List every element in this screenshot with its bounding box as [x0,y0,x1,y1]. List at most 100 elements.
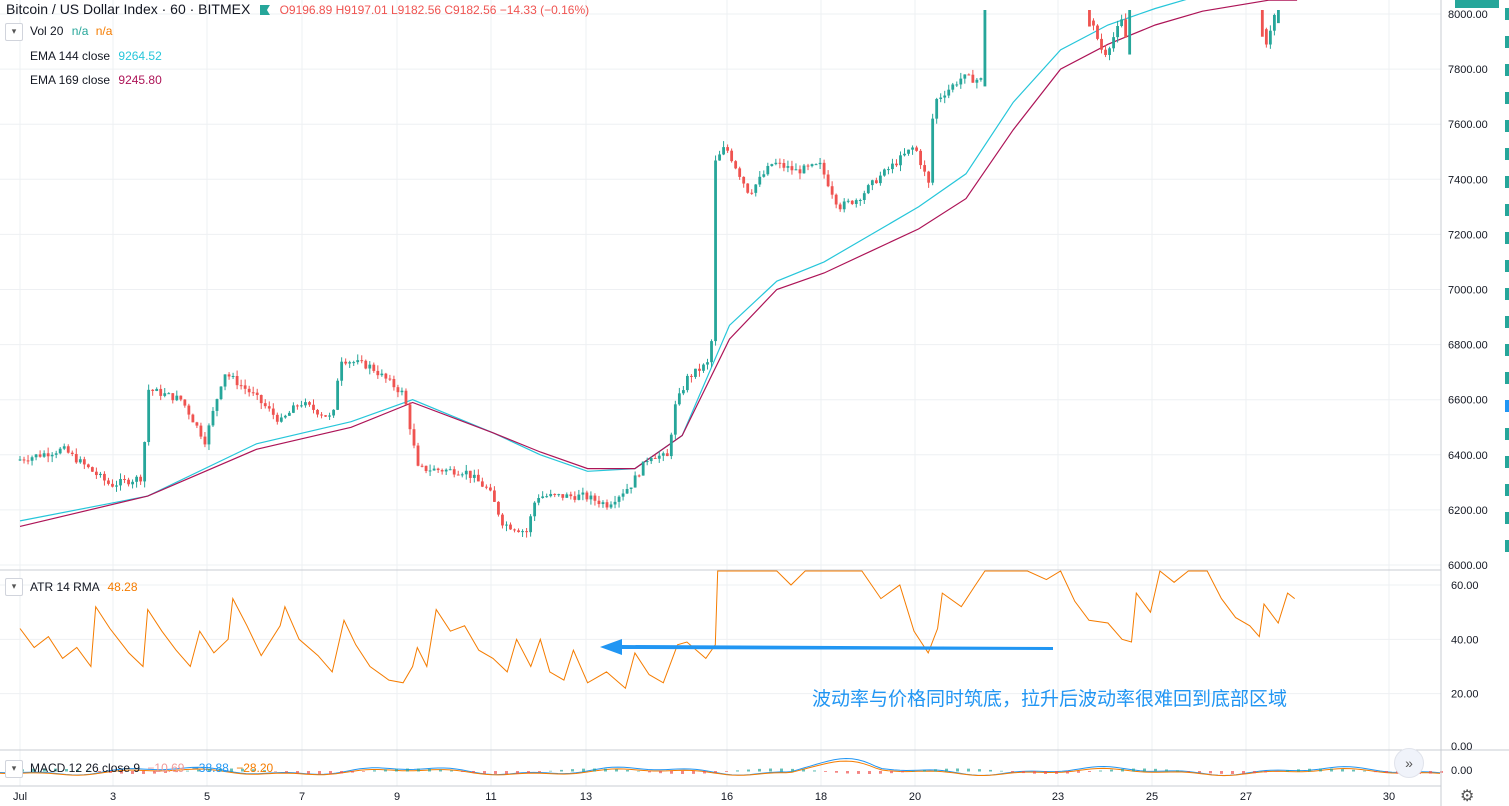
ema144-legend[interactable]: EMA 144 close 9264.52 [30,49,162,63]
macd-histogram-bar [1374,771,1377,773]
macd-histogram-bar [43,768,46,772]
macd-histogram-bar [527,771,530,774]
macd-histogram-bar [802,769,805,772]
candle-body [476,474,480,482]
candle-body [750,192,754,194]
candle-body [866,185,870,194]
candle-body [573,496,577,500]
candle-body [203,436,207,445]
candle-body [919,150,922,166]
macd-histogram-bar [87,770,90,772]
candle-body [891,163,894,170]
candle-body [545,496,549,498]
candle-body [1264,29,1268,45]
candle-body [561,494,565,498]
candle-body [822,162,826,175]
candle-body [94,471,98,476]
macd-histogram-bar [1165,769,1168,772]
time-tick-label: 20 [909,791,921,803]
ema144-line [19,0,1187,522]
edge-mark [1505,372,1509,384]
macd-histogram-bar [1154,768,1157,772]
candle-body [625,488,629,494]
candle-body [287,412,291,416]
macd-histogram-bar [835,771,838,773]
candle-body [585,492,589,500]
candle-body [1272,14,1276,31]
candle-body [436,468,440,471]
candle-body [798,169,802,174]
candle-body [336,380,340,410]
candle-body [70,452,74,454]
candle-body [810,164,814,167]
macd-histogram-bar [208,769,211,772]
macd-histogram-bar [175,771,178,773]
candle-body [1260,10,1264,37]
macd-histogram-bar [714,771,717,773]
macd-histogram-bar [395,768,398,772]
candle-body [967,74,971,76]
atr-collapse-chevron-down-icon[interactable]: ▾ [5,578,23,596]
ema169-line [19,0,1298,527]
macd-legend[interactable]: MACD 12 26 close 9 −10.69 −38.88 −28.20 [30,761,273,775]
gear-icon[interactable]: ⚙ [1460,788,1475,805]
time-tick-label: Jul [13,791,27,803]
edge-mark [1505,36,1509,48]
symbol-title: Bitcoin / US Dollar Index · 60 · BITMEX [6,1,251,17]
candle-body [1128,10,1132,55]
macd-histogram-bar [758,768,761,772]
macd-histogram-bar [241,768,244,772]
macd-collapse-chevron-down-icon[interactable]: ▾ [5,760,23,778]
macd-histogram-bar [307,771,310,774]
candle-body [488,487,492,491]
price-tick-label: 6000.00 [1448,560,1488,572]
candle-body [279,417,283,422]
macd-histogram-bar [637,770,640,772]
candle-body [497,501,500,515]
double-chevron-right-icon[interactable]: » [1394,748,1424,778]
candle-body [702,364,705,371]
macd-histogram-bar [967,768,970,772]
price-tick-label: 7800.00 [1448,64,1488,76]
macd-histogram-bar [252,769,255,772]
candle-body [50,454,54,457]
flag-icon[interactable] [259,5,270,15]
candle-body [472,474,476,478]
candle-body [195,422,199,426]
candle-body [42,453,46,457]
candle-body [304,402,307,406]
candle-body [770,164,774,166]
ema144-value: 9264.52 [118,49,162,63]
edge-mark [1505,176,1509,188]
candle-body [34,454,38,458]
price-tick-label: 6400.00 [1448,450,1488,462]
candle-body [854,200,858,204]
candle-body [653,457,657,459]
atr-label: ATR 14 RMA [30,580,100,594]
macd-histogram-bar [219,768,222,772]
macd-histogram-bar [1077,771,1080,773]
atr-legend[interactable]: ATR 14 RMA 48.28 [30,580,138,594]
ema169-legend[interactable]: EMA 169 close 9245.80 [30,73,162,87]
candle-body [734,161,738,169]
candle-body [408,404,412,430]
edge-mark [1505,456,1509,468]
candle-body [907,149,910,154]
candle-body [207,425,211,445]
candle-body [541,496,545,499]
time-tick-label: 18 [815,791,827,803]
candle-body [151,389,155,391]
macd-histogram-bar [780,768,783,772]
candle-body [971,74,975,83]
chart-header: Bitcoin / US Dollar Index · 60 · BITMEX … [6,1,589,17]
candle-body [54,453,58,455]
ema169-value: 9245.80 [118,73,162,87]
chevron-down-icon[interactable]: ▾ [5,23,23,41]
macd-histogram-bar [1132,768,1135,772]
candle-body [328,415,331,417]
candle-body [858,200,862,202]
candle-body [296,405,299,407]
time-tick-label: 3 [110,791,116,803]
macd-histogram-bar [450,770,453,772]
vol-legend[interactable]: Vol 20 n/a n/a [30,24,112,38]
